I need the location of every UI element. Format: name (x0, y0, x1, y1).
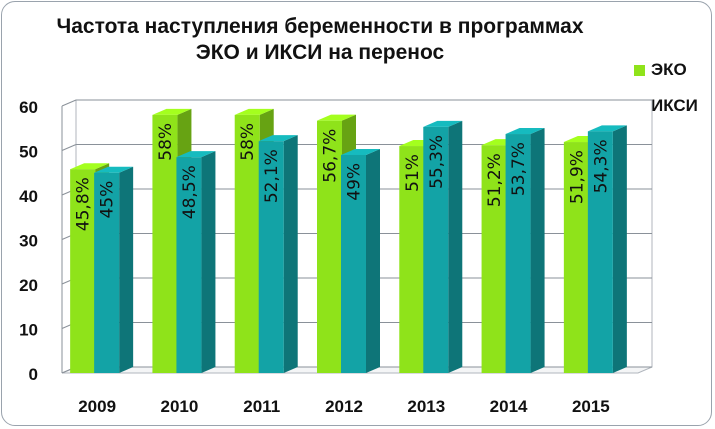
legend-label-iksi: ИКСИ (651, 96, 698, 115)
data-label-eko: 58% (238, 123, 258, 161)
x-tick-label: 2009 (78, 397, 116, 416)
bar-top-iksi (94, 166, 134, 173)
data-label-eko: 51% (403, 154, 423, 192)
x-tick-label: 2010 (161, 397, 199, 416)
data-label-iksi: 53,7% (509, 142, 529, 196)
data-label-eko: 51,9% (567, 150, 587, 204)
bar-top-iksi (423, 120, 463, 127)
x-tick-label: 2014 (490, 397, 528, 416)
bar-side-iksi (612, 125, 627, 374)
bar-iksi (505, 134, 531, 373)
bar-side-iksi (366, 148, 380, 373)
bar-iksi (94, 172, 120, 373)
y-tick-label: 30 (19, 232, 38, 251)
bar-side-iksi (448, 120, 463, 373)
bar-eko (70, 169, 96, 373)
y-tick-label: 10 (19, 321, 38, 340)
chart-title-line-2: ЭКО и ИКСИ на перенос (195, 41, 445, 64)
chart-title-line-1: Частота наступления беременности в прогр… (56, 15, 584, 38)
bar-side-iksi (119, 166, 134, 373)
data-label-iksi: 54,3% (591, 139, 611, 193)
bar-iksi (587, 131, 613, 373)
bar-iksi (176, 157, 202, 373)
bar-top-eko (317, 114, 356, 121)
data-label-iksi: 52,1% (262, 149, 282, 203)
bar-eko (317, 120, 342, 373)
y-tick-label: 40 (19, 187, 38, 206)
x-tick-label: 2013 (407, 397, 445, 416)
data-label-iksi: 45% (98, 181, 118, 219)
bar-side-iksi (201, 151, 216, 373)
x-tick-label: 2011 (243, 397, 280, 416)
data-label-eko: 56,7% (321, 129, 341, 183)
bar-iksi (423, 126, 449, 373)
x-tick-label: 2012 (325, 397, 363, 416)
bar-top-iksi (505, 128, 545, 135)
bar-iksi (258, 141, 284, 373)
grid-line-side (61, 99, 77, 107)
bar-top-eko (234, 108, 274, 115)
legend-label-eko: ЭКО (651, 60, 687, 79)
data-label-iksi: 48,5% (180, 165, 200, 219)
y-tick-label: 20 (19, 276, 38, 295)
bar-top-iksi (258, 135, 298, 142)
y-tick-label: 60 (19, 98, 38, 117)
legend-item-eko: ЭКО (634, 60, 687, 80)
bar-side-iksi (283, 135, 298, 373)
x-tick-label: 2015 (572, 397, 610, 416)
data-label-iksi: 55,3% (427, 135, 447, 189)
bar-eko (152, 114, 178, 374)
bar-side-iksi (530, 128, 545, 373)
bar-eko (234, 114, 260, 374)
bar-iksi (341, 154, 366, 373)
bar-top-eko (70, 163, 110, 170)
data-label-iksi: 49% (345, 163, 365, 201)
data-label-eko: 58% (156, 123, 176, 161)
data-label-eko: 51,2% (485, 153, 505, 207)
legend-swatch-eko (634, 64, 645, 76)
y-tick-label: 50 (19, 143, 38, 162)
bar-top-iksi (176, 151, 216, 158)
bar-top-eko (152, 108, 192, 115)
bar-eko (399, 146, 425, 373)
bar-eko (563, 142, 589, 373)
bar-top-iksi (587, 125, 627, 132)
data-label-eko: 45,8% (74, 177, 94, 231)
grid-line-side (61, 144, 77, 151)
bar-eko (481, 145, 507, 373)
bar-top-iksi (341, 148, 380, 155)
y-tick-label: 0 (29, 365, 38, 384)
